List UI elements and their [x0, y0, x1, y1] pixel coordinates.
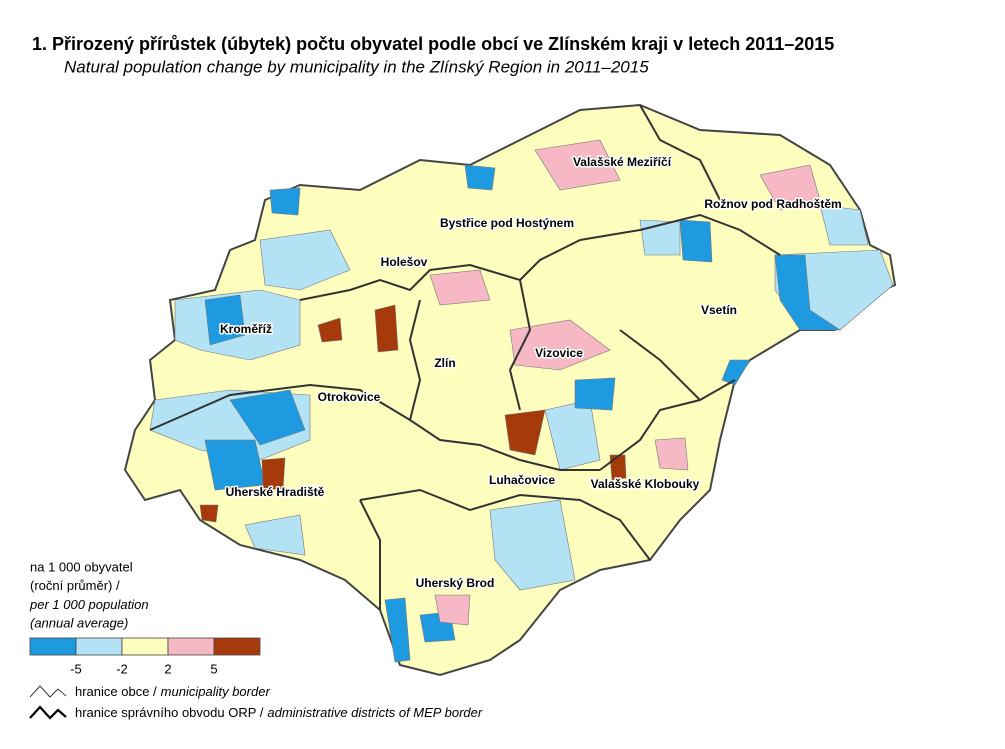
district-borders: [149, 104, 781, 610]
legend-swatch: [167, 637, 215, 656]
city-label: Luhačovice: [489, 473, 555, 487]
legend-break: 2: [164, 661, 171, 676]
legend-swatch: [75, 637, 123, 656]
city-label: Valašské Klobouky: [591, 477, 700, 491]
legend-break: 5: [210, 661, 217, 676]
legend-title: per 1 000 population: [29, 597, 149, 612]
legend-title: na 1 000 obyvatel: [30, 559, 133, 574]
city-label: Uherské Hradiště: [226, 485, 325, 499]
legend-break: -2: [116, 661, 128, 676]
city-label: Zlín: [434, 356, 455, 370]
map: Valašské Meziříčí Rožnov pod Radhoštěm Bys…: [123, 103, 897, 677]
title: 1. Přirozený přírůstek (úbytek) počtu ob…: [32, 34, 834, 54]
border-legend-icons: [29, 685, 67, 720]
legend-title: (annual average): [30, 616, 128, 631]
legend-break: -5: [70, 661, 82, 676]
city-label: Holešov: [381, 255, 428, 269]
border-label-en: municipality border: [161, 684, 271, 699]
city-label: Valašské Meziříčí: [573, 155, 672, 169]
municipality-patches: [149, 139, 894, 663]
border-label: hranice správního obvodu ORP /: [75, 705, 264, 720]
city-label: Uherský Brod: [416, 576, 495, 590]
city-labels: Valašské Meziříčí Rožnov pod Radhoštěm Bys…: [218, 154, 843, 592]
city-label: Kroměříž: [220, 322, 272, 336]
border-legend-label: hranice správního obvodu ORP / administra…: [75, 705, 483, 720]
legend: na 1 000 obyvatel (roční průměr) / per 1 0…: [29, 559, 483, 720]
city-label: Vizovice: [535, 346, 583, 360]
border-label-en: administrative districts of MEP border: [267, 705, 482, 720]
border-legend-label: hranice obce / municipality border: [75, 684, 270, 699]
legend-swatch: [121, 637, 169, 656]
city-label: Rožnov pod Radhoštěm: [704, 197, 841, 211]
border-label: hranice obce /: [75, 684, 157, 699]
legend-title: (roční průměr) /: [30, 578, 120, 593]
city-label: Otrokovice: [318, 390, 381, 404]
city-label: Bystřice pod Hostýnem: [440, 216, 574, 230]
legend-swatch: [213, 637, 261, 656]
city-label: Vsetín: [701, 303, 737, 317]
subtitle: Natural population change by municipalit…: [64, 57, 649, 76]
legend-swatch: [29, 637, 77, 656]
